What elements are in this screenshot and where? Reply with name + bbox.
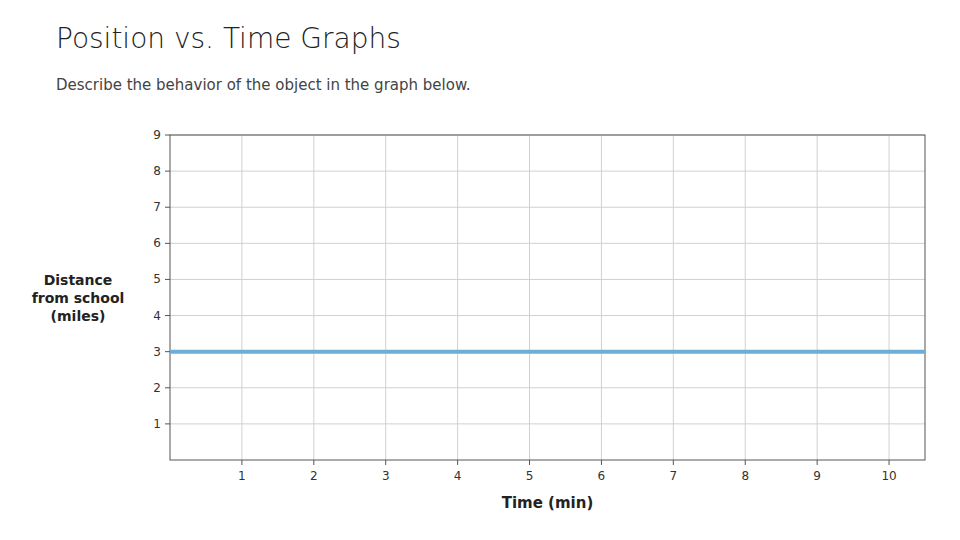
- grid-line-x: [601, 135, 602, 460]
- grid-line-x: [241, 135, 242, 460]
- chart-svg: Position vs. Time Graphs Describe the beh…: [0, 0, 960, 540]
- grid-line-x: [817, 135, 818, 460]
- grid-line-x: [529, 135, 530, 460]
- grid: [170, 135, 925, 460]
- grid-line-x: [745, 135, 746, 460]
- tick-label-y: 9: [153, 128, 161, 142]
- tick-label-y: 1: [153, 417, 161, 431]
- tick-label-x: 2: [310, 469, 318, 483]
- grid-line-y: [170, 171, 925, 172]
- grid-line-x: [457, 135, 458, 460]
- tick-mark-x: [529, 460, 530, 465]
- tick-mark-x: [673, 460, 674, 465]
- tick-mark-y: [165, 243, 170, 244]
- tick-mark-x: [385, 460, 386, 465]
- chart-container: Position vs. Time Graphs Describe the beh…: [0, 0, 960, 540]
- tick-mark-x: [601, 460, 602, 465]
- data-layer: [170, 351, 925, 352]
- grid-line-y: [170, 315, 925, 316]
- tick-mark-x: [241, 460, 242, 465]
- grid-line-y: [170, 387, 925, 388]
- tick-mark-y: [165, 207, 170, 208]
- tick-mark-y: [165, 423, 170, 424]
- grid-line-x: [313, 135, 314, 460]
- tick-mark-x: [313, 460, 314, 465]
- grid-line-y: [170, 279, 925, 280]
- grid-line-y: [170, 351, 925, 352]
- tick-label-y: 8: [153, 164, 161, 178]
- tick-label-x: 3: [382, 469, 390, 483]
- tick-label-x: 8: [741, 469, 749, 483]
- tick-mark-x: [457, 460, 458, 465]
- tick-mark-y: [165, 135, 170, 136]
- tick-label-y: 4: [153, 309, 161, 323]
- grid-line-y: [170, 207, 925, 208]
- tick-label-y: 7: [153, 200, 161, 214]
- tick-label-x: 4: [454, 469, 462, 483]
- title: Position vs. Time Graphs: [56, 22, 401, 55]
- tick-label-y: 5: [153, 272, 161, 286]
- tick-mark-y: [165, 279, 170, 280]
- tick-label-x: 7: [670, 469, 678, 483]
- tick-mark-x: [889, 460, 890, 465]
- tick-label-y: 2: [153, 381, 161, 395]
- tick-label-x: 6: [598, 469, 606, 483]
- data-line: [170, 350, 925, 354]
- tick-mark-y: [165, 387, 170, 388]
- tick-label-x: 5: [526, 469, 534, 483]
- tick-label-y: 3: [153, 345, 161, 359]
- tick-label-x: 9: [813, 469, 821, 483]
- x-axis-label: Time (min): [502, 494, 594, 512]
- y-axis-label: Distancefrom school(miles): [32, 272, 125, 324]
- grid-line-x: [385, 135, 386, 460]
- tick-label-x: 1: [238, 469, 246, 483]
- tick-mark-y: [165, 351, 170, 352]
- grid-line-y: [170, 423, 925, 424]
- grid-line-y: [170, 243, 925, 244]
- tick-label-x: 10: [881, 469, 896, 483]
- grid-line-x: [889, 135, 890, 460]
- tick-mark-x: [817, 460, 818, 465]
- tick-label-y: 6: [153, 236, 161, 250]
- tick-mark-x: [745, 460, 746, 465]
- tick-mark-y: [165, 171, 170, 172]
- plot-frame: [170, 135, 925, 460]
- grid-line-x: [673, 135, 674, 460]
- ticks: 1 2 3 4 5 6 7 8 9 10 1 2 3 4 5 6 7 8 9: [153, 128, 896, 483]
- subtitle: Describe the behavior of the object in t…: [56, 76, 471, 94]
- tick-mark-y: [165, 315, 170, 316]
